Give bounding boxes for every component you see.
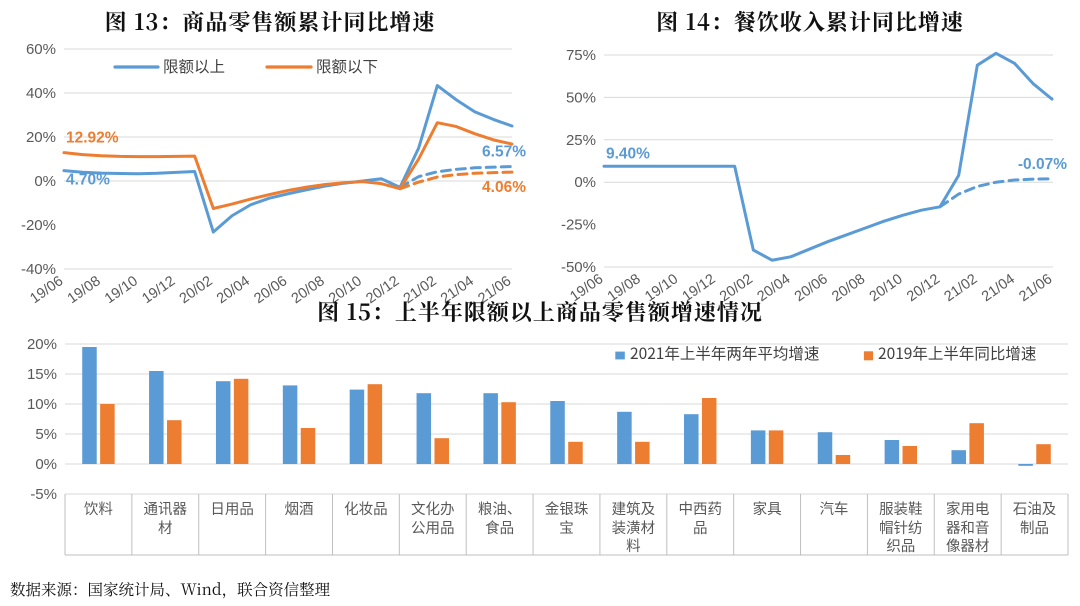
svg-text:-50%: -50% [561,259,596,276]
svg-text:-25%: -25% [561,217,596,234]
svg-text:-20%: -20% [21,217,56,234]
svg-text:5%: 5% [35,426,57,443]
svg-text:2021年上半年两年平均增速: 2021年上半年两年平均增速 [630,342,819,364]
svg-text:60%: 60% [26,41,56,58]
svg-text:40%: 40% [26,85,56,102]
svg-text:20%: 20% [26,129,56,146]
svg-text:0%: 0% [574,174,596,191]
svg-text:2019年上半年同比增速: 2019年上半年同比增速 [878,342,1036,364]
svg-text:0%: 0% [35,456,57,473]
svg-text:12.92%: 12.92% [66,130,119,147]
svg-text:20%: 20% [27,336,57,353]
svg-text:75%: 75% [566,47,596,64]
svg-text:25%: 25% [566,132,596,149]
svg-text:6.57%: 6.57% [482,144,526,161]
svg-text:限额以下: 限额以下 [316,55,378,77]
svg-text:10%: 10% [27,396,57,413]
svg-text:15%: 15% [27,366,57,383]
svg-text:-0.07%: -0.07% [1018,156,1067,173]
svg-text:0%: 0% [34,173,56,190]
svg-text:-5%: -5% [30,486,57,503]
svg-text:限额以上: 限额以上 [163,55,225,77]
svg-text:-40%: -40% [21,261,56,278]
svg-text:4.06%: 4.06% [482,179,526,196]
svg-text:9.40%: 9.40% [606,145,650,162]
svg-text:50%: 50% [566,89,596,106]
svg-text:4.70%: 4.70% [66,172,110,189]
